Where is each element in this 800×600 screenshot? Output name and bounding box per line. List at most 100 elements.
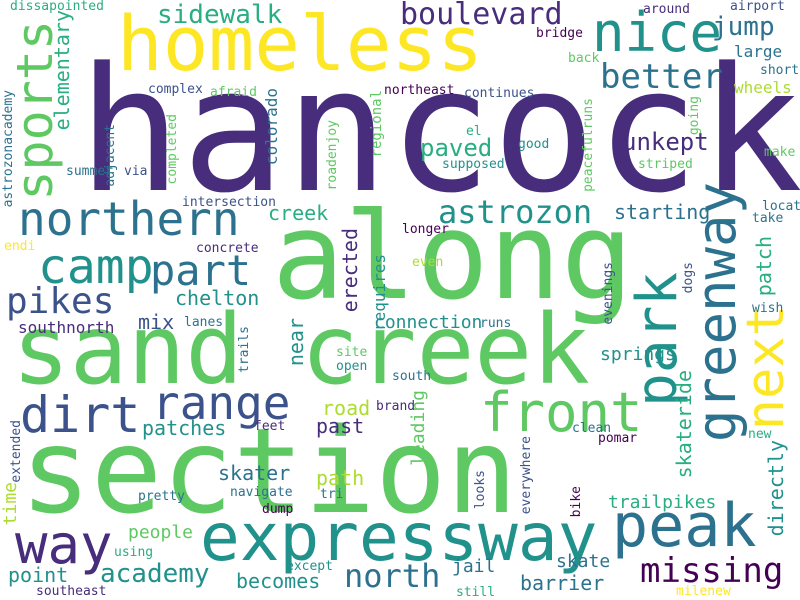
word-site: site (336, 345, 368, 360)
word-continues: continues (464, 86, 535, 101)
word-northeast: northeast (384, 83, 455, 98)
word-milenew: milenew (676, 584, 731, 599)
word-directly: directly (764, 440, 788, 537)
word-completed: completed (165, 114, 180, 185)
word-peak: peak (612, 491, 757, 561)
word-front: front (480, 381, 643, 444)
word-hancock: hancock (78, 30, 800, 231)
word-homeless: homeless (117, 0, 484, 88)
word-peacefulruns: peacefulruns (581, 98, 596, 192)
word-trails: trails (237, 326, 252, 373)
word-way: way (15, 513, 113, 576)
word-elementary: elementary (50, 10, 74, 131)
word-summer: summer (66, 164, 113, 179)
word-north: north (344, 557, 441, 595)
word-astrozonacademy: astrozonacademy (1, 90, 16, 208)
word-located: located (762, 199, 800, 214)
word-feet: feet (254, 419, 286, 434)
word-sidewalk: sidewalk (157, 0, 283, 30)
word-camp: camp (38, 239, 154, 295)
word-wheels: wheels (734, 78, 792, 97)
word-new: new (748, 427, 772, 442)
word-dirt: dirt (20, 386, 141, 444)
word-jail: jail (452, 556, 496, 577)
word-looks: looks (473, 470, 488, 510)
word-everywhere: everywhere (519, 436, 534, 515)
word-southeast: southeast (36, 584, 107, 599)
word-going: going (687, 96, 702, 136)
word-trailpikes: trailpikes (608, 492, 717, 513)
word-pretty: pretty (138, 489, 185, 504)
word-jump: jump (712, 12, 775, 42)
word-clean: clean (572, 421, 612, 436)
word-complex: complex (148, 82, 203, 97)
word-skateride: skateride (672, 370, 696, 479)
word-barrier: barrier (520, 571, 605, 595)
word-nice: nice (592, 1, 723, 64)
word-erected: erected (338, 228, 362, 313)
word-starting: starting (614, 200, 711, 224)
word-northern: northern (18, 192, 240, 246)
word-striped: striped (638, 157, 693, 172)
word-paved: paved (420, 134, 493, 162)
word-range: range (152, 376, 291, 430)
word-sand-creek: sand creek (12, 294, 590, 406)
word-point: point (8, 563, 69, 587)
word-evenings: evenings (601, 262, 616, 325)
word-path: path (316, 466, 365, 490)
word-wish: wish (752, 301, 784, 316)
word-patches: patches (142, 416, 227, 440)
word-bike: bike (569, 486, 584, 518)
word-open: open (336, 359, 368, 374)
word-back: back (568, 51, 600, 66)
word-south: south (392, 369, 432, 384)
word-even: even (412, 255, 444, 270)
word-bridge: bridge (536, 26, 583, 41)
word-afraid: afraid (210, 85, 257, 100)
word-next: next (736, 305, 796, 431)
word-lanes: lanes (184, 315, 224, 330)
word-unkept: unkept (622, 128, 709, 156)
word-el: el (466, 124, 482, 139)
word-colorado: colorado (262, 88, 281, 166)
word-regional: regional (369, 90, 385, 158)
word-along: along (272, 188, 634, 327)
word-becomes: becomes (236, 569, 321, 593)
word-using: using (114, 545, 154, 560)
word-endi: endi (4, 239, 36, 254)
word-creek: creek (268, 201, 329, 225)
word-navigate: navigate (230, 485, 293, 500)
word-patch: patch (752, 236, 776, 297)
word-skate: skate (556, 551, 611, 572)
word-dump: dump (262, 502, 294, 517)
word-good: good (518, 137, 550, 152)
word-southnorth: southnorth (18, 318, 115, 337)
word-dissapointed: dissapointed (10, 0, 104, 14)
word-road: road (322, 396, 371, 420)
word-supposed: supposed (442, 157, 505, 172)
word-connection: connection (374, 312, 483, 333)
word-large: large (734, 42, 783, 61)
word-missing: missing (640, 551, 784, 591)
word-take: take (752, 211, 784, 226)
word-requires: requires (370, 254, 389, 332)
word-extended: extended (9, 420, 24, 483)
word-boulevard: boulevard (400, 0, 563, 32)
word-springs: springs (600, 344, 676, 365)
word-chelton: chelton (175, 286, 260, 310)
word-tri: tri (320, 487, 344, 502)
word-expressway: expressway (200, 499, 598, 576)
word-via: via (124, 164, 148, 179)
word-astrozon: astrozon (438, 193, 593, 231)
word-longer: longer (402, 222, 449, 237)
word-roadenjoy: roadenjoy (325, 120, 340, 191)
word-except: except (286, 559, 333, 574)
word-mix: mix (138, 310, 175, 334)
word-runs: runs (480, 316, 512, 331)
word-intersection: intersection (182, 195, 276, 210)
word-airport: airport (730, 0, 785, 14)
word-still: still (456, 585, 496, 600)
word-short: short (760, 63, 800, 78)
word-dogs: dogs (681, 262, 696, 294)
